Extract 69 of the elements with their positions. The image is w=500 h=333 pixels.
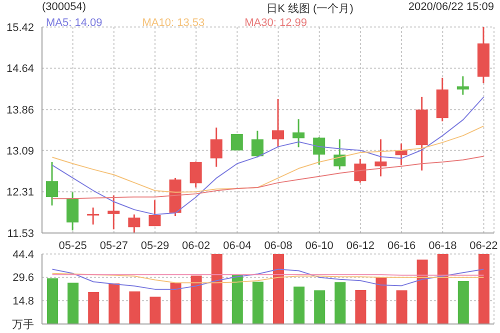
bar bbox=[478, 254, 490, 324]
x-tick-label: 06-16 bbox=[387, 240, 416, 252]
x-tick-label: 05-25 bbox=[58, 240, 87, 252]
candlestick bbox=[108, 194, 120, 230]
x-tick-label: 06-08 bbox=[264, 240, 292, 252]
bar bbox=[108, 283, 120, 324]
y-tick-label: 15.42 bbox=[6, 22, 34, 34]
bar bbox=[129, 291, 140, 324]
x-tick-label: 06-04 bbox=[223, 240, 252, 252]
candlestick bbox=[87, 206, 100, 226]
x-tick-label: 05-27 bbox=[100, 240, 128, 252]
candlestick bbox=[456, 76, 469, 96]
text: MA10: 13.53 bbox=[142, 17, 205, 29]
text: 2020/06/22 15:09 bbox=[408, 1, 494, 13]
chart-subtitle: 日K 线图 (一个月) bbox=[266, 3, 354, 15]
bar bbox=[252, 282, 264, 324]
bar bbox=[47, 278, 58, 324]
line-series bbox=[52, 126, 484, 193]
y-tick-label: 11.53 bbox=[7, 228, 34, 240]
bar bbox=[294, 286, 305, 324]
x-tick-label: 06-12 bbox=[346, 240, 375, 252]
bar bbox=[190, 276, 202, 324]
bar bbox=[88, 292, 100, 324]
bar bbox=[334, 282, 346, 324]
y-tick-label: 万手 bbox=[12, 318, 34, 331]
bar bbox=[396, 290, 408, 324]
x-tick-label: 06-10 bbox=[305, 240, 334, 252]
candlestick bbox=[190, 160, 202, 188]
candlestick bbox=[230, 133, 243, 152]
y-tick-label: 44.4 bbox=[12, 248, 34, 261]
bar bbox=[458, 280, 469, 324]
y-tick-label: 13.09 bbox=[6, 145, 34, 158]
y-tick-label: 14.64 bbox=[6, 63, 34, 76]
line-series bbox=[52, 272, 484, 284]
candlestick bbox=[46, 161, 58, 206]
candlestick bbox=[374, 138, 387, 178]
candlestick bbox=[354, 158, 366, 184]
x-tick-label: 05-29 bbox=[140, 240, 170, 252]
y-tick-label: 12.31 bbox=[6, 186, 34, 199]
candlestick bbox=[251, 130, 264, 158]
bar bbox=[232, 274, 243, 324]
candlestick bbox=[128, 214, 140, 233]
bar bbox=[150, 296, 161, 324]
x-tick-label: 06-18 bbox=[428, 240, 457, 252]
text: MA5: 14.09 bbox=[46, 17, 102, 29]
candlestick bbox=[313, 136, 326, 166]
bar bbox=[355, 290, 366, 324]
candlestick bbox=[148, 199, 161, 227]
bar bbox=[437, 254, 448, 324]
text: MA30: 12.99 bbox=[244, 17, 308, 29]
candlestick bbox=[292, 118, 305, 148]
bar bbox=[211, 254, 222, 324]
x-tick-label: 06-02 bbox=[182, 240, 210, 252]
y-tick-label: 13.86 bbox=[6, 104, 34, 117]
bar bbox=[376, 277, 387, 324]
line-series bbox=[52, 268, 484, 290]
bar bbox=[416, 260, 428, 324]
candlestick bbox=[334, 138, 346, 170]
chart-title: (300054) bbox=[42, 1, 86, 13]
line-series bbox=[52, 156, 484, 200]
candlestick bbox=[210, 126, 222, 168]
y-tick-label: 14.8 bbox=[12, 296, 34, 308]
bar bbox=[170, 282, 182, 324]
y-tick-label: 29.6 bbox=[12, 272, 34, 284]
bar bbox=[68, 282, 79, 324]
bar bbox=[314, 290, 326, 324]
candlestick bbox=[272, 98, 284, 148]
bar bbox=[273, 254, 284, 324]
x-tick-label: 06-22 bbox=[470, 240, 498, 252]
